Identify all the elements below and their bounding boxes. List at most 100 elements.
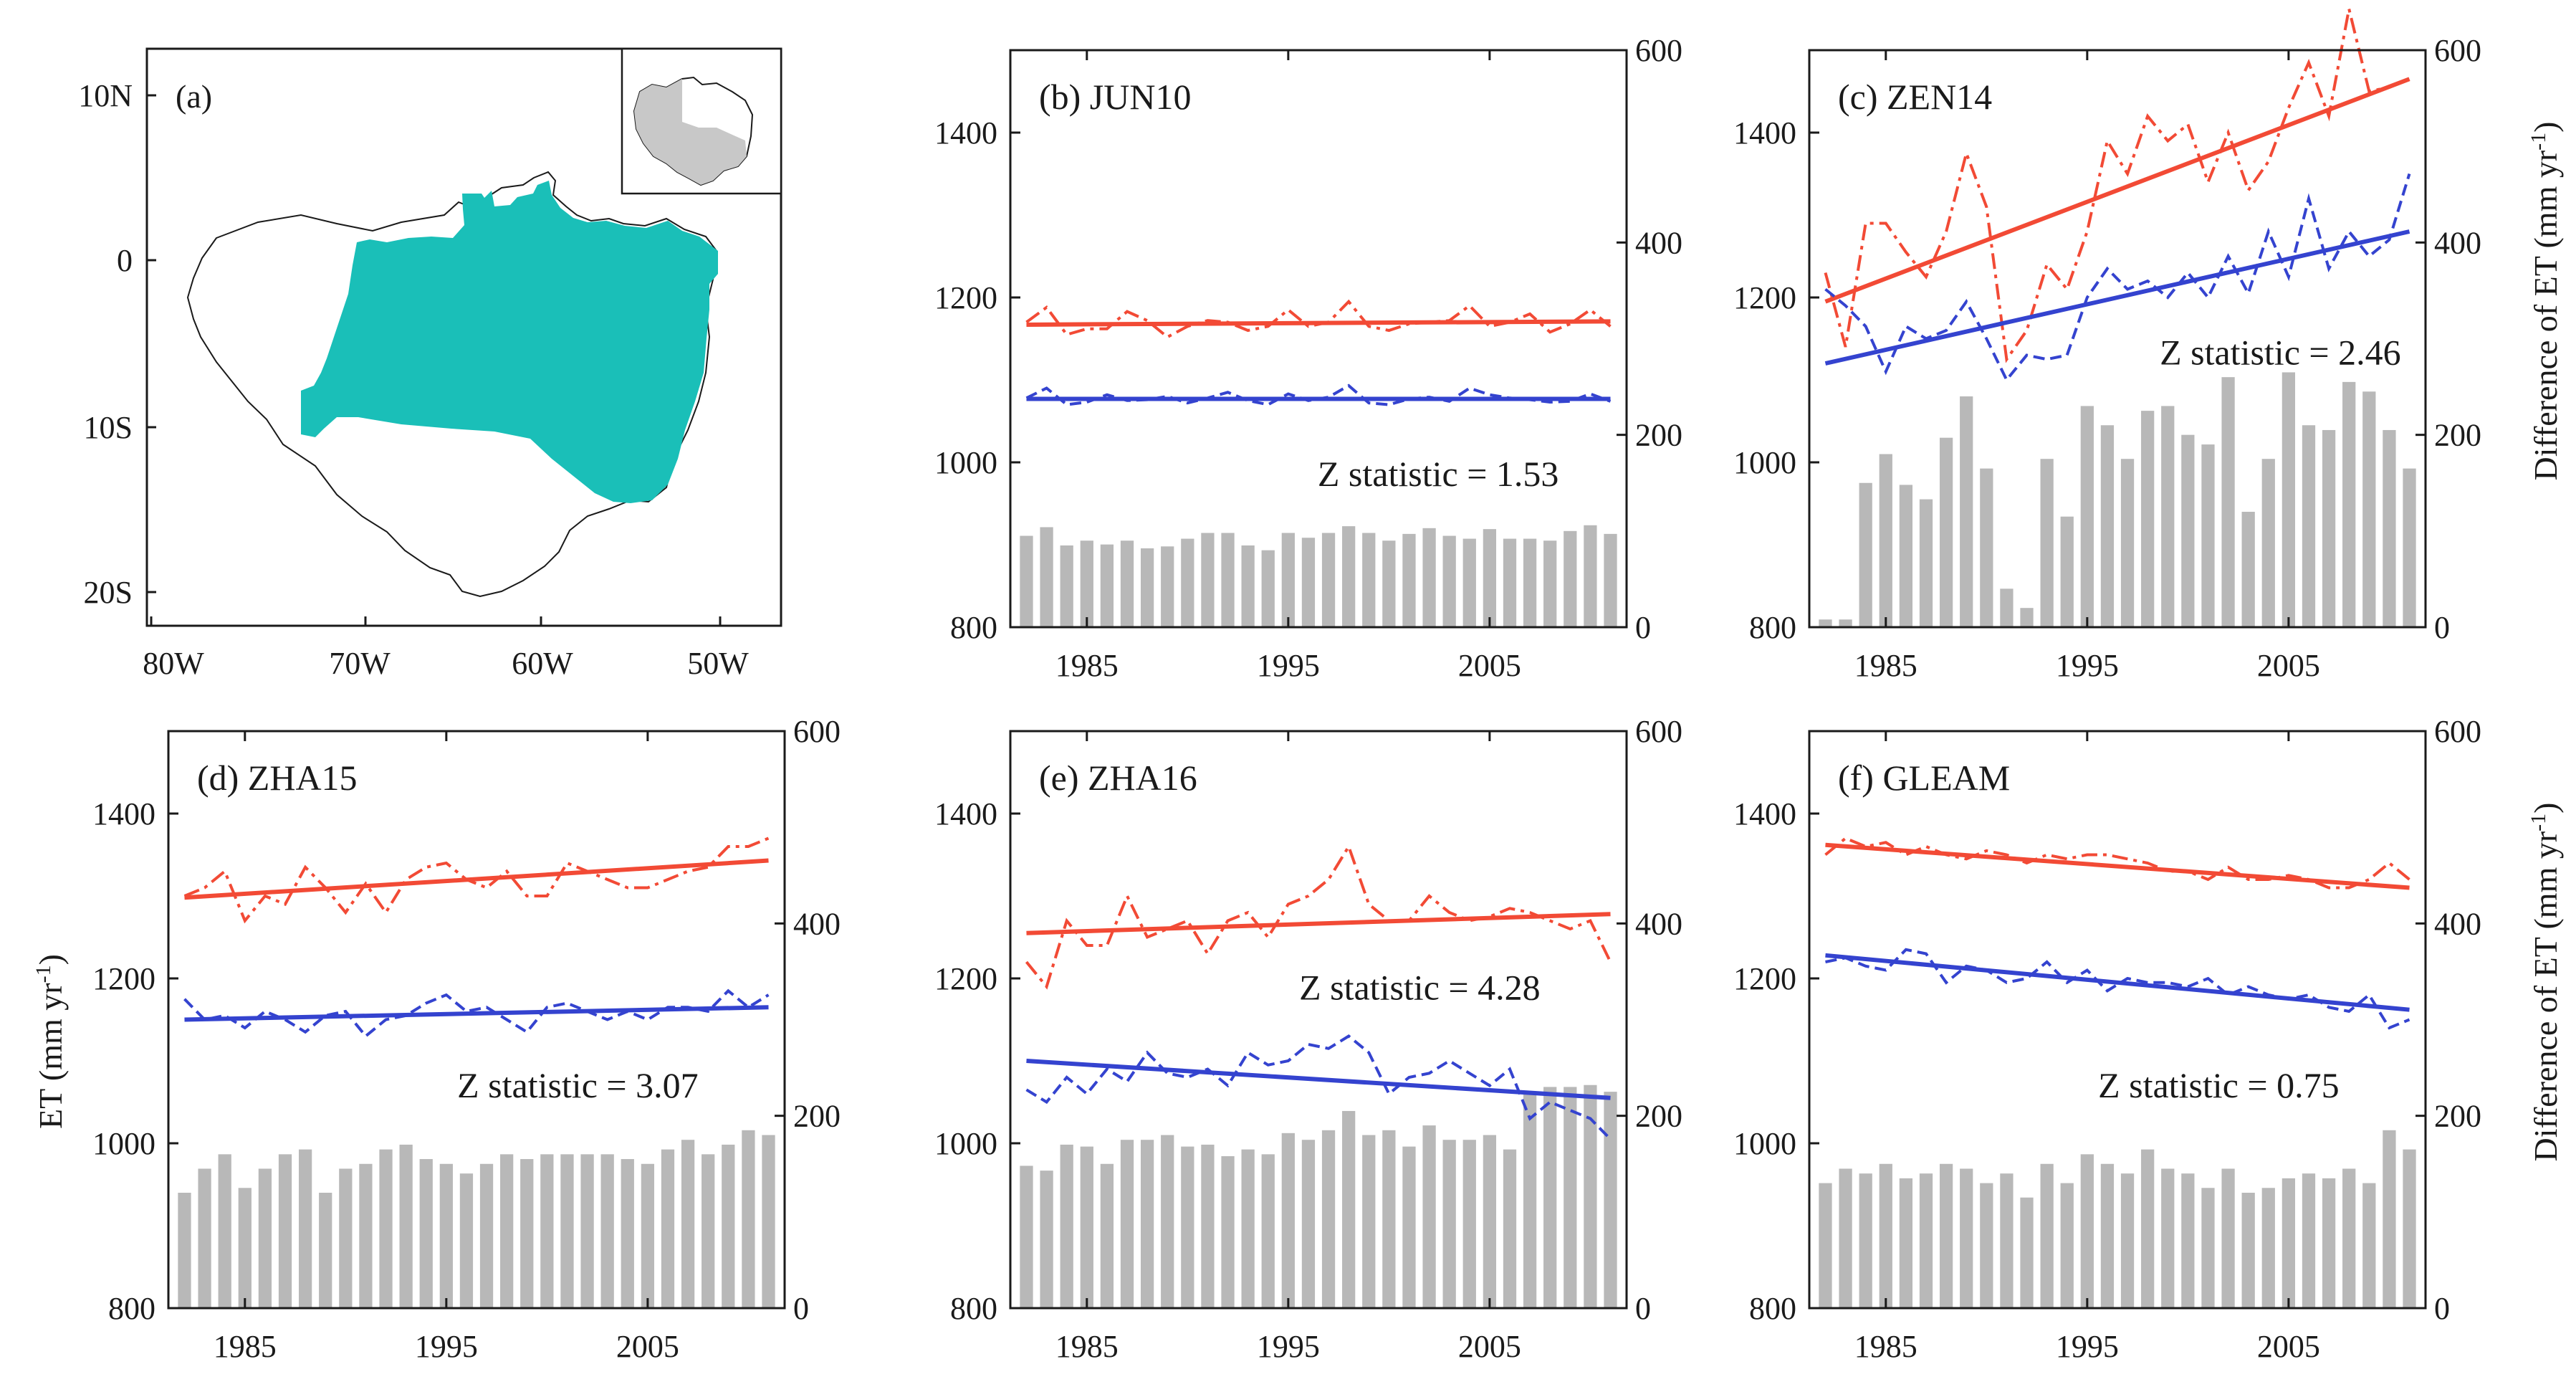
left-ytick-label: 1000 [934, 1126, 997, 1161]
left-ytick-label: 1400 [934, 796, 997, 831]
difference-bar [1584, 1084, 1597, 1308]
difference-bar [2120, 459, 2135, 627]
right-ytick-label: 200 [1635, 418, 1682, 453]
difference-bar [2100, 425, 2115, 627]
difference-bar [1899, 485, 1913, 627]
z-statistic: Z statistic = 0.75 [2098, 1065, 2340, 1105]
difference-bar [1100, 544, 1114, 627]
xtick-label: 2005 [2257, 648, 2320, 683]
difference-bar [2080, 1154, 2094, 1308]
difference-bar [1604, 1092, 1617, 1308]
difference-bar [2100, 1163, 2115, 1308]
difference-bar [1181, 1146, 1194, 1308]
difference-bar [2040, 1163, 2054, 1308]
difference-bar [2201, 444, 2215, 627]
right-ytick-label: 200 [793, 1099, 841, 1134]
difference-bar [1161, 1135, 1174, 1308]
red-trend-line [1026, 912, 1611, 935]
right-ytick-label: 400 [2434, 906, 2481, 941]
difference-bar [1919, 499, 1933, 627]
right-ytick-label: 0 [1635, 1291, 1651, 1326]
difference-bar [580, 1154, 594, 1308]
z-statistic: Z statistic = 2.46 [2160, 333, 2401, 373]
left-ytick-label: 1400 [1733, 796, 1796, 831]
difference-bar [2040, 459, 2054, 627]
difference-bar [2181, 434, 2195, 627]
difference-bar [2403, 468, 2416, 627]
difference-bar [1523, 538, 1537, 627]
xtick-label: 1995 [1257, 1329, 1320, 1364]
xtick-label: 1985 [1055, 648, 1119, 683]
difference-bar [2403, 1149, 2416, 1308]
right-ytick-label: 400 [1635, 225, 1682, 260]
xtick-label: 1995 [2056, 1329, 2119, 1364]
map-xtick-label: 70W [329, 646, 391, 681]
difference-bar [1483, 529, 1497, 627]
difference-bar [1301, 1140, 1316, 1308]
right-ytick-label: 0 [2434, 610, 2450, 645]
left-ytick-label: 800 [1749, 610, 1796, 645]
red-trend-line [184, 858, 769, 900]
difference-bar [1040, 1171, 1053, 1308]
difference-bar [742, 1130, 755, 1308]
red-series-line [1824, 9, 2410, 363]
difference-bar [1819, 1183, 1832, 1308]
map-panel: (a) 80W 70W 60W 50W 10N 0 10S 20S [78, 47, 782, 681]
difference-bar [500, 1154, 514, 1308]
difference-bar [2221, 1168, 2235, 1308]
right-ytick-label: 400 [793, 906, 841, 941]
red-trend-line [1026, 319, 1611, 327]
difference-bar [1462, 1140, 1476, 1308]
right-ytick-label: 0 [2434, 1291, 2450, 1326]
blue-trend-line [1825, 953, 2410, 1012]
difference-bar [621, 1159, 634, 1308]
difference-bar [2281, 1178, 2296, 1308]
difference-bar [379, 1149, 393, 1308]
left-ytick-label: 1000 [1733, 445, 1796, 480]
difference-bar [1382, 1130, 1396, 1308]
difference-bar [1422, 1125, 1436, 1308]
difference-bar [1503, 1149, 1517, 1308]
difference-bar [1879, 1163, 1892, 1308]
xtick-label: 1995 [415, 1329, 478, 1364]
difference-bar [2141, 1149, 2155, 1308]
blue-series-line [1824, 173, 2411, 383]
difference-bar [1483, 1135, 1497, 1308]
difference-bar [1281, 1133, 1295, 1308]
left-ytick-label: 1000 [934, 445, 997, 480]
plot-frame [1808, 730, 2427, 1310]
difference-bar [1604, 533, 1617, 627]
difference-bar [278, 1154, 292, 1308]
difference-bar [1960, 396, 1973, 627]
map-ytick-label: 10S [84, 410, 133, 445]
difference-bar [1919, 1173, 1933, 1308]
difference-bar [238, 1188, 252, 1308]
difference-bar [1060, 545, 1073, 627]
xtick-label: 1995 [1257, 648, 1320, 683]
left-ytick-label: 800 [950, 610, 997, 645]
difference-bar [1221, 1156, 1235, 1308]
difference-bar [2261, 1188, 2275, 1308]
xtick-label: 1985 [1055, 1329, 1119, 1364]
difference-bar [1321, 533, 1336, 627]
left-ytick-label: 1200 [1733, 280, 1796, 315]
difference-bar [2261, 459, 2275, 627]
red-series-line [1025, 843, 1612, 990]
difference-bar [762, 1135, 775, 1308]
map-panel-label: (a) [176, 78, 212, 115]
difference-bar [2181, 1173, 2195, 1308]
panel-label: (b) JUN10 [1039, 77, 1191, 117]
difference-bar [1100, 1163, 1114, 1308]
difference-bar [1859, 482, 1872, 627]
difference-bar [1899, 1178, 1913, 1308]
difference-bar [339, 1168, 353, 1308]
difference-bar [1564, 530, 1577, 627]
difference-bar [1261, 1154, 1275, 1308]
difference-bar [560, 1154, 574, 1308]
right-ytick-label: 0 [1635, 610, 1651, 645]
difference-bar [1503, 538, 1517, 627]
difference-bar [2322, 429, 2336, 627]
difference-bar [1321, 1130, 1336, 1308]
difference-bar [1939, 1163, 1953, 1308]
red-trend-line [1824, 77, 2410, 304]
